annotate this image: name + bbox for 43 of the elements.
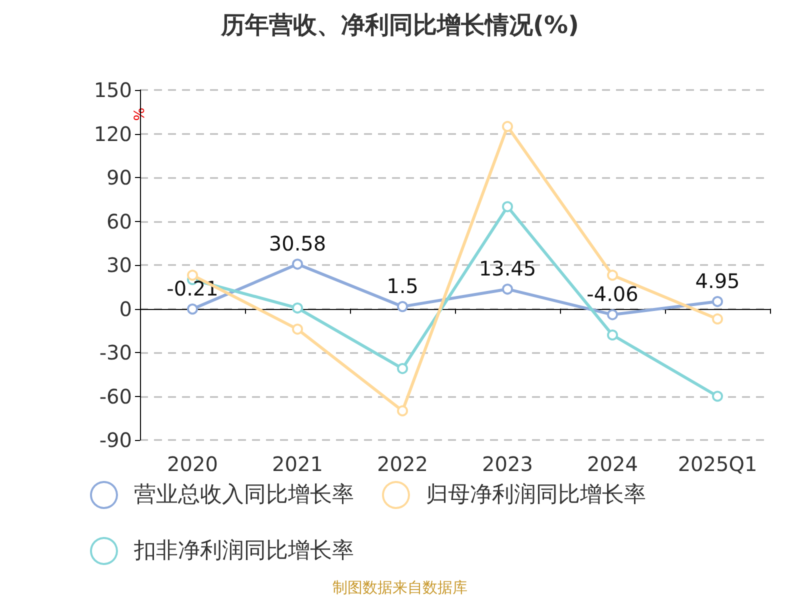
text: 制图数据来自数据库 [332,578,468,596]
data-label: 13.45 [478,256,536,281]
chart-title: 历年营收、净利同比增长情况(%) [220,11,579,39]
point [502,120,513,132]
y-tick-label: 30 [106,253,132,277]
legend-label: 扣非净利润同比增长率 [133,538,354,564]
data-label: 4.95 [695,269,740,294]
y-tick-label: 120 [94,122,132,146]
point [397,301,408,312]
point [712,390,723,402]
y-tick-label: 90 [106,166,132,190]
point [292,324,303,335]
point [292,302,303,314]
x-tick-label: 2023 [482,452,533,476]
y-tick-label: 60 [106,209,132,234]
y-tick-label: 0 [119,296,132,321]
x-tick-label: 2020 [167,452,218,476]
data-label: 1.5 [386,274,418,298]
point [712,313,723,324]
point [607,309,618,320]
point [607,270,618,281]
x-tick-label: 2022 [377,452,428,476]
data-label: 30.58 [268,232,326,256]
y-tick-label: 150 [94,78,132,102]
x-tick-label: 2024 [587,452,638,476]
point [502,284,513,295]
data-label: -4.06 [586,282,638,306]
legend-label: 营业总收入同比增长率 [134,482,354,508]
point [397,405,408,416]
y-tick-label: -30 [99,340,132,364]
y-tick-label: -60 [99,384,132,408]
point [187,270,198,281]
point [292,258,303,270]
y-tick-label: -90 [99,428,132,452]
point [187,304,198,315]
point [502,201,513,212]
legend-label: 归母净利润同比增长率 [426,482,646,508]
x-tick-label: 2021 [272,452,323,476]
point [607,330,618,340]
point [397,363,408,374]
point [712,296,723,308]
data-label: -0.21 [166,276,218,301]
x-tick-label: 2025Q1 [678,452,758,476]
